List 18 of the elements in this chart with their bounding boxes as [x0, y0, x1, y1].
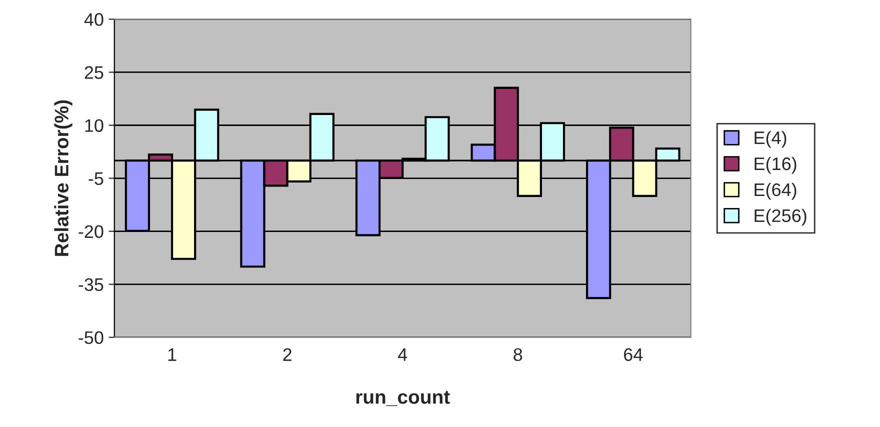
- x-tick-label: 8: [514, 348, 522, 362]
- legend-label: E(4): [754, 130, 786, 148]
- legend-label: E(256): [754, 208, 806, 226]
- y-tick-label: -5: [88, 172, 104, 185]
- x-axis-title: run_count: [356, 390, 450, 406]
- x-tick-label: 1: [168, 348, 176, 361]
- legend-label: E(64): [754, 182, 796, 200]
- y-axis-title: Relative Error(%): [54, 100, 72, 256]
- y-tick-label: -50: [78, 331, 104, 344]
- y-tick-label: 40: [84, 13, 104, 26]
- x-tick-label: 64: [624, 348, 643, 362]
- legend-label: E(16): [754, 156, 796, 174]
- y-tick-label: 25: [84, 66, 104, 79]
- x-tick-label: 2: [283, 348, 292, 361]
- y-tick-label: 10: [85, 119, 104, 132]
- x-tick-label: 4: [398, 348, 408, 361]
- y-tick-label: -20: [78, 225, 104, 238]
- y-tick-label: -35: [78, 278, 104, 292]
